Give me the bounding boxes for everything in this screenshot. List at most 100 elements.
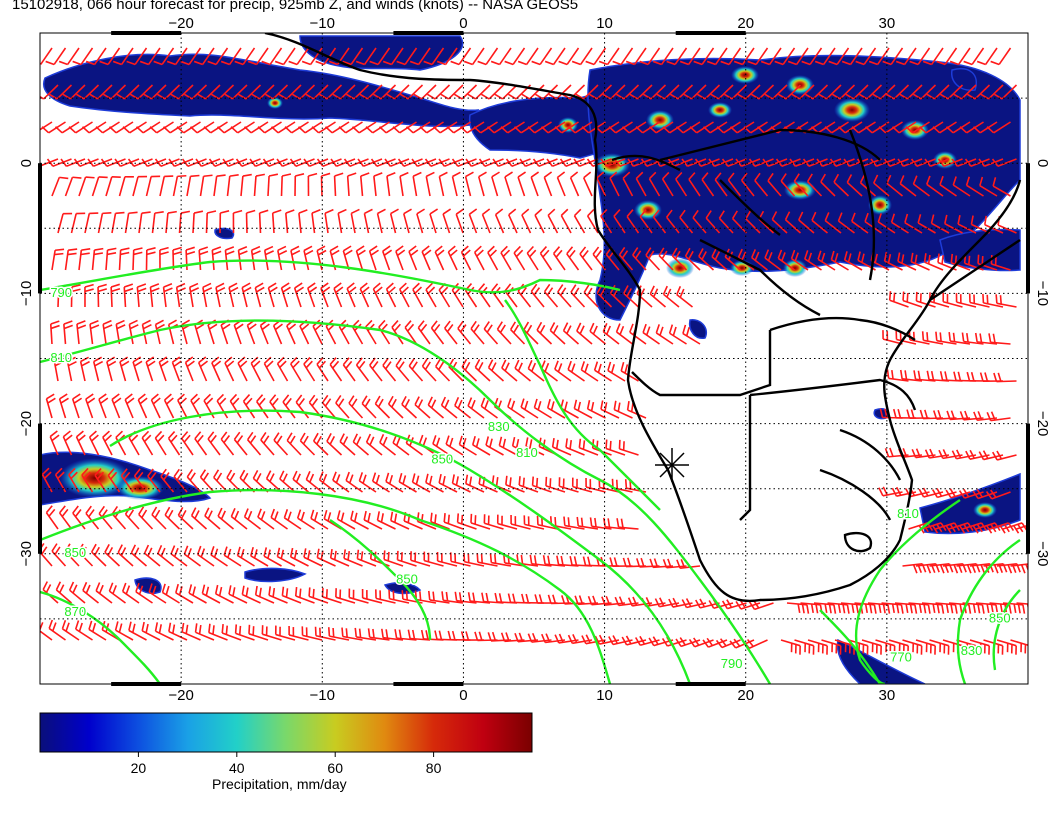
wind-barb	[120, 468, 134, 493]
wind-barb	[303, 245, 314, 271]
wind-barb	[180, 47, 202, 66]
wind-barb	[573, 399, 593, 419]
wind-barb	[203, 393, 215, 419]
frame-bars	[38, 31, 1030, 686]
wind-barb	[165, 210, 177, 234]
wind-barb	[899, 175, 917, 197]
wind-barb	[798, 211, 815, 234]
wind-barb	[294, 173, 305, 197]
wind-barb	[438, 158, 464, 168]
wind-barb	[261, 47, 283, 66]
wind-barb	[735, 158, 761, 168]
wind-barb	[290, 356, 302, 382]
wind-barb	[453, 84, 478, 100]
wind-barb	[261, 625, 282, 641]
wind-barb	[384, 158, 410, 168]
wind-barb	[220, 47, 242, 66]
lat-tick-label-right: 0	[1034, 159, 1051, 167]
wind-barb	[45, 393, 56, 419]
wind-barb	[58, 505, 73, 530]
wind-barb	[629, 84, 653, 100]
wind-barb	[507, 398, 525, 419]
wind-barb	[557, 284, 572, 308]
wind-barb	[170, 545, 188, 567]
wind-barb	[784, 211, 802, 234]
wind-barb	[883, 252, 903, 271]
wind-barb	[714, 172, 728, 197]
lon-tick-label-bottom: 20	[737, 687, 754, 700]
wind-barb	[286, 432, 302, 456]
wind-barb	[671, 247, 688, 271]
wind-barb	[558, 47, 580, 66]
lat-tick-label-left: −30	[18, 541, 35, 566]
wind-barb	[974, 332, 998, 345]
wind-barb	[45, 47, 67, 66]
wind-barb	[667, 158, 693, 168]
lon-tick-label-top: 20	[737, 15, 754, 32]
wind-barb	[939, 175, 957, 197]
wind-barb	[299, 432, 316, 456]
wind-barb	[396, 47, 418, 66]
wind-barb	[332, 471, 350, 493]
wind-barb	[102, 84, 127, 100]
wind-barb	[335, 395, 350, 419]
wind-barb	[301, 626, 323, 641]
wind-barb	[948, 332, 971, 345]
wind-barb	[854, 602, 877, 614]
wind-barb	[983, 215, 1004, 234]
wind-barb	[91, 176, 108, 197]
wind-barb	[395, 245, 406, 271]
wind-barb	[767, 172, 782, 197]
wind-barb	[73, 158, 99, 168]
wind-barb	[289, 547, 309, 567]
wind-barb	[234, 47, 256, 66]
wind-barb	[521, 208, 532, 234]
wind-barb	[355, 47, 377, 66]
wind-barb	[305, 84, 329, 100]
wind-barb	[932, 410, 957, 420]
wind-barb	[494, 208, 505, 234]
wind-barb	[321, 394, 337, 419]
wind-barb	[996, 639, 1017, 655]
wind-barb	[636, 557, 660, 568]
wind-barb	[129, 84, 154, 100]
frame-bar-right	[1026, 423, 1030, 554]
wind-barb	[942, 292, 963, 308]
wind-barb	[804, 250, 822, 271]
wind-barb	[656, 84, 680, 100]
wind-barb	[554, 360, 572, 382]
wind-barb	[245, 209, 256, 234]
wind-barb	[723, 84, 748, 100]
wind-barb	[133, 468, 148, 493]
wind-barb	[143, 84, 167, 100]
wind-barb	[613, 158, 639, 168]
frame-bar-top	[675, 31, 746, 35]
wind-barb	[688, 637, 714, 648]
wind-barb	[397, 158, 423, 168]
wind-barb	[246, 431, 262, 456]
wind-barb	[830, 250, 849, 271]
wind-barb	[821, 639, 842, 655]
wind-barb	[430, 512, 450, 530]
wind-barb	[247, 47, 269, 66]
wind-barb	[354, 627, 377, 641]
wind-barb	[867, 602, 891, 614]
wind-barb	[157, 544, 174, 567]
wind-barb	[602, 323, 620, 345]
wind-barb	[320, 282, 331, 308]
wind-barb	[207, 47, 229, 66]
wind-barb	[760, 47, 782, 66]
wind-barb	[666, 209, 680, 234]
wind-barb	[274, 625, 296, 641]
wind-barb	[837, 212, 855, 234]
wind-barb	[480, 84, 505, 100]
wind-barb	[648, 171, 661, 197]
wind-barb	[627, 158, 653, 168]
wind-barb	[151, 211, 164, 234]
wind-barb	[194, 623, 215, 641]
wind-barb	[145, 247, 156, 271]
wind-barb	[899, 84, 923, 100]
contour-label: 870	[64, 604, 86, 619]
wind-barb	[414, 396, 431, 419]
wind-barb	[396, 550, 417, 567]
